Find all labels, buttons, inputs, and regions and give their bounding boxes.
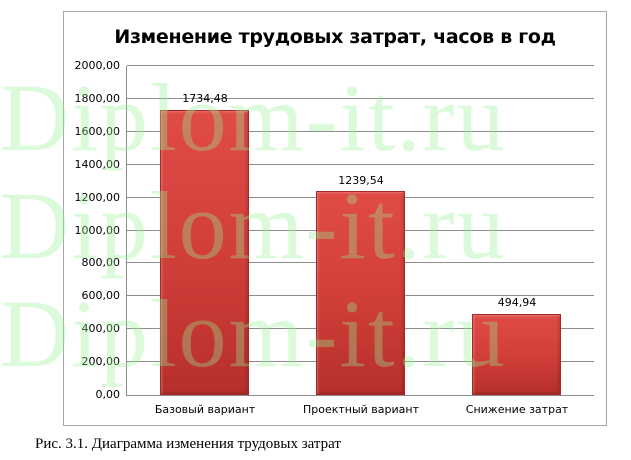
y-tick: 600,00 (81, 289, 121, 303)
y-tick: 1400,00 (74, 157, 121, 171)
gridline-2000 (127, 65, 594, 66)
bar-project-variant (316, 191, 405, 395)
gridline-1800 (127, 97, 594, 99)
plot-area: 1734,48 1239,54 494,94 Базовый вариант П… (126, 65, 594, 416)
y-tick: 1800,00 (74, 91, 121, 105)
value-label-reduction: 494,94 (497, 296, 537, 309)
figure-caption: Рис. 3.1. Диаграмма изменения трудовых з… (35, 436, 341, 452)
gridline-1600 (127, 130, 594, 132)
bar-base-variant (160, 109, 249, 395)
value-label-project: 1239,54 (338, 174, 384, 187)
y-tick: 200,00 (81, 355, 121, 369)
y-tick: 1000,00 (74, 223, 121, 237)
value-label-base: 1734,48 (182, 92, 228, 105)
chart-title: Изменение трудовых затрат, часов в год (114, 26, 556, 48)
chart-frame: Изменение трудовых затрат, часов в год 1… (63, 11, 607, 426)
y-tick: 1600,00 (74, 124, 121, 138)
y-tick: 400,00 (81, 322, 121, 336)
x-tick-reduction: Снижение затрат (465, 403, 569, 416)
gridline-1400 (127, 163, 594, 165)
x-tick-project: Проектный вариант (302, 403, 420, 416)
y-tick: 1200,00 (74, 190, 121, 204)
y-axis: 0,00 200,00 400,00 600,00 800,00 1000,00… (64, 59, 126, 401)
x-tick-base: Базовый вариант (154, 403, 256, 416)
bar-cost-reduction (472, 313, 561, 395)
y-tick: 0,00 (95, 388, 121, 401)
y-tick: 800,00 (81, 256, 121, 270)
y-tick: 2000,00 (74, 59, 121, 72)
